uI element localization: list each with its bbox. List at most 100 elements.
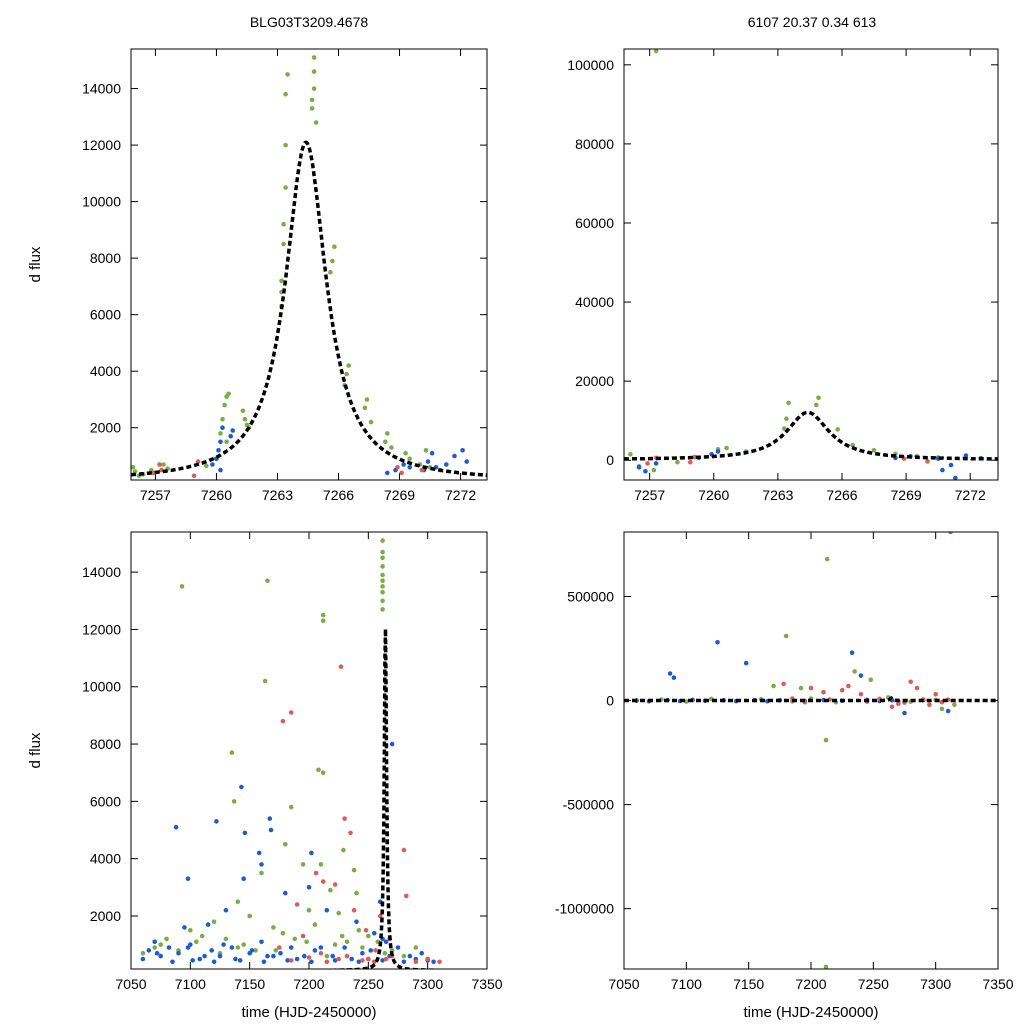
panel-bottom-right: 7050 7100 7150 7200 7250 7300 7350 -1000000 -500… [555, 531, 1014, 1021]
data-point-green [786, 400, 791, 406]
data-point-green [380, 549, 385, 555]
data-point-green [362, 405, 368, 411]
data-point-blue [452, 453, 457, 459]
data-point-red [933, 692, 938, 697]
plot-frame [623, 48, 999, 481]
data-point-red [437, 959, 442, 965]
data-point-blue [849, 650, 855, 655]
y-tick-label: 12000 [82, 137, 121, 153]
data-point-blue [309, 959, 314, 965]
y-tick-label: 0 [606, 452, 614, 468]
data-point-red [318, 950, 324, 956]
data-point-green [816, 395, 821, 401]
data-point-green [339, 933, 345, 939]
data-point-blue [259, 862, 264, 867]
data-point-green [782, 426, 787, 431]
data-point-red [280, 718, 286, 724]
data-point-blue [671, 675, 677, 680]
data-points-top-left [131, 55, 470, 479]
data-point-green [265, 578, 270, 583]
panel-bottom-left: 7050 7100 7150 7200 7250 7300 7350 2000 4000 6000… [27, 531, 503, 1021]
panels-group: 7257 7260 7263 7266 7269 7272 2000 4000 6000 8000… [27, 48, 1014, 1021]
data-point-blue [372, 930, 377, 936]
data-point-red [157, 462, 162, 467]
y-tick-label: 6000 [90, 307, 121, 323]
data-point-red [288, 958, 294, 963]
data-point-green [823, 737, 829, 743]
data-point-blue [380, 958, 385, 963]
data-point-green [653, 49, 659, 54]
data-point-blue [354, 919, 359, 924]
data-point-blue [332, 958, 338, 963]
data-point-blue [389, 741, 395, 747]
data-point-blue [444, 462, 449, 467]
data-point-green [304, 939, 309, 945]
x-tick-label: 7200 [795, 976, 826, 992]
data-point-green [161, 462, 166, 467]
data-point-blue [173, 824, 179, 830]
x-tick-label: 7100 [175, 976, 206, 992]
data-point-green [380, 598, 385, 604]
y-tick-label: 14000 [82, 564, 121, 580]
data-point-red [360, 958, 365, 963]
data-point-green [401, 953, 407, 959]
x-tick-label: 7263 [262, 487, 293, 503]
data-point-green [868, 677, 874, 682]
data-point-red [395, 465, 400, 470]
data-point-blue [431, 959, 436, 965]
data-point-green [403, 450, 408, 456]
data-point-green [341, 847, 346, 853]
data-point-green [158, 942, 163, 947]
data-point-green [226, 391, 231, 397]
data-point-green [824, 556, 830, 562]
data-point-green [784, 416, 789, 422]
data-point-blue [216, 448, 221, 453]
x-tick-label: 7350 [471, 976, 502, 992]
data-point-red [688, 459, 693, 465]
y-tick-label: 100000 [567, 57, 614, 73]
data-point-blue [636, 465, 642, 470]
data-point-green [344, 371, 349, 377]
data-point-green [814, 402, 819, 408]
data-point-green [382, 950, 388, 956]
data-point-blue [383, 939, 389, 945]
data-point-blue [715, 640, 720, 645]
data-point-blue [220, 425, 225, 431]
data-point-red [925, 459, 930, 464]
data-point-red [383, 956, 389, 962]
x-tick-label: 7266 [323, 487, 354, 503]
y-tick-label: 10000 [82, 194, 121, 210]
data-point-green [675, 459, 680, 465]
data-point-blue [294, 956, 300, 962]
data-point-green [283, 185, 288, 190]
data-point-green [313, 120, 319, 125]
data-point-blue [285, 958, 290, 963]
data-point-green [344, 939, 350, 945]
data-point-red [294, 902, 300, 907]
data-point-blue [205, 922, 211, 927]
data-point-green [366, 933, 371, 939]
data-point-green [222, 402, 227, 408]
x-tick-label: 7150 [733, 976, 764, 992]
left-title: BLG03T3209.4678 [250, 14, 369, 30]
x-tick-label: 7257 [634, 487, 665, 503]
data-point-green [320, 770, 326, 775]
data-point-red [338, 664, 344, 669]
data-point-red [808, 685, 814, 691]
data-point-red [195, 459, 201, 464]
data-point-blue [176, 950, 181, 956]
data-point-red [277, 945, 282, 950]
y-tick-label: -1000000 [555, 901, 614, 917]
data-point-blue [902, 710, 907, 716]
data-point-green [320, 618, 326, 624]
data-point-blue [237, 958, 243, 963]
data-point-blue [221, 942, 226, 947]
data-point-green [413, 945, 419, 950]
data-point-green [279, 278, 284, 284]
data-point-green [241, 942, 246, 947]
data-point-blue [407, 465, 413, 470]
data-point-green [235, 899, 241, 904]
data-point-red [363, 928, 369, 933]
data-point-green [223, 936, 229, 942]
data-point-red [377, 913, 383, 919]
